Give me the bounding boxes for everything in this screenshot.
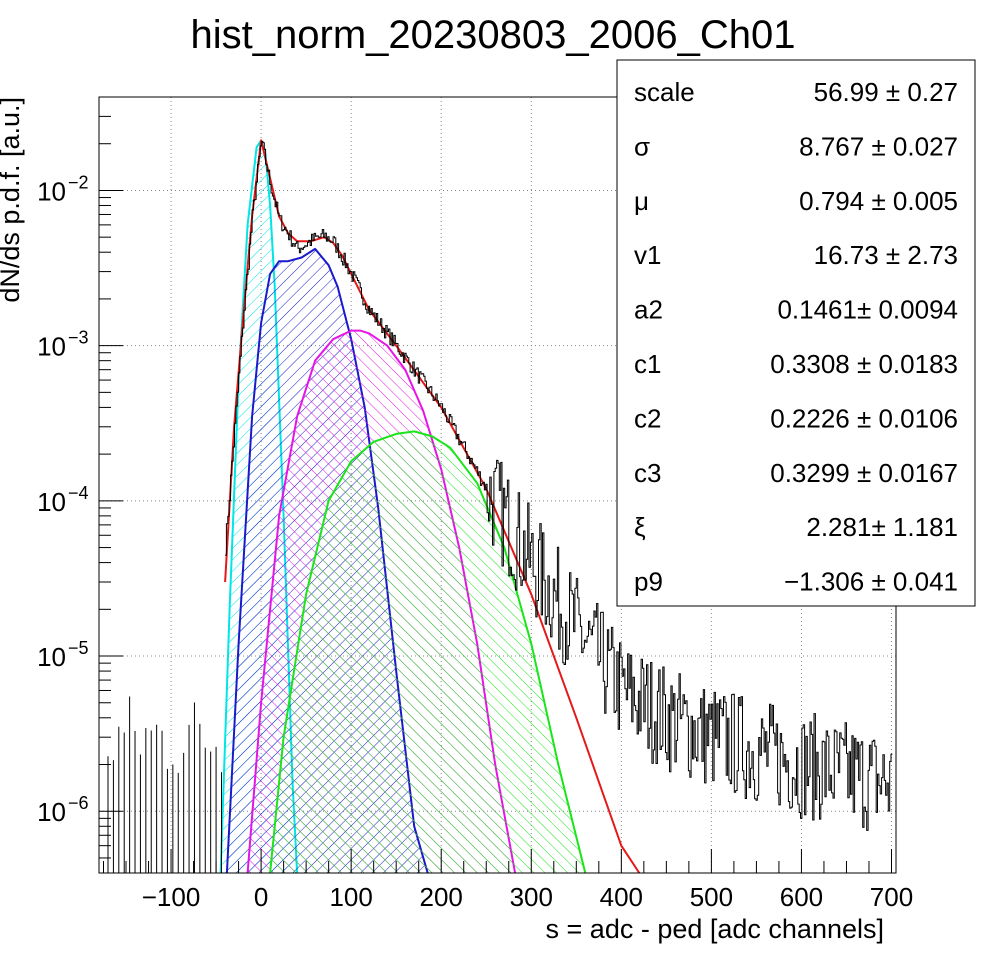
- stat-value: 0.2226 ± 0.0106: [770, 403, 958, 433]
- x-tick-label: 600: [780, 882, 823, 912]
- stat-name: σ: [634, 131, 650, 161]
- stat-value: 2.281± 1.181: [806, 512, 958, 542]
- y-axis: 10−610−510−410−310−2: [37, 96, 123, 874]
- y-tick-label-exponent: −2: [68, 172, 89, 192]
- x-tick-label: 500: [690, 882, 733, 912]
- stat-name: c2: [634, 403, 661, 433]
- stat-name: a2: [634, 295, 663, 325]
- x-tick-label: 0: [254, 882, 268, 912]
- series-layer: [219, 139, 641, 873]
- y-tick-label-exponent: −5: [68, 638, 89, 658]
- stat-value: 56.99 ± 0.27: [814, 77, 958, 107]
- component-fill: [270, 431, 586, 873]
- stats-box: scale 56.99 ± 0.27 σ 8.767 ± 0.027 μ 0.794 ± …: [616, 59, 976, 607]
- x-axis: −100 0 100 200 300 400 500 600 700: [103, 849, 913, 912]
- x-tick-label: 400: [600, 882, 643, 912]
- x-tick-label: 700: [870, 882, 913, 912]
- y-tick-label: 10: [37, 332, 66, 362]
- x-tick-label: −100: [142, 882, 201, 912]
- stats-rows: scale 56.99 ± 0.27 σ 8.767 ± 0.027 μ 0.794 ± …: [634, 77, 958, 597]
- y-tick-label-exponent: −3: [68, 328, 89, 348]
- y-tick-label-exponent: −6: [68, 793, 89, 813]
- x-tick-label: 100: [329, 882, 372, 912]
- y-tick-label: 10: [37, 797, 66, 827]
- stat-name: c1: [634, 349, 661, 379]
- stat-value: 16.73 ± 2.73: [814, 240, 958, 270]
- stat-value: 0.3308 ± 0.0183: [770, 349, 958, 379]
- y-tick-label: 10: [37, 176, 66, 206]
- y-tick-label-exponent: −4: [68, 483, 89, 503]
- stat-name: μ: [634, 186, 649, 216]
- data-histogram: [225, 140, 893, 831]
- y-axis-title: dN/ds p.d.f. [a.u.]: [0, 97, 25, 303]
- stat-name: scale: [634, 77, 695, 107]
- x-axis-title: s = adc - ped [adc channels]: [546, 914, 884, 944]
- stat-value: 8.767 ± 0.027: [799, 131, 958, 161]
- stat-name: p9: [634, 567, 663, 597]
- stat-value: −1.306 ± 0.041: [784, 567, 958, 597]
- stat-name: c3: [634, 458, 661, 488]
- x-tick-label: 200: [420, 882, 463, 912]
- histogram-layer: [107, 140, 893, 873]
- stat-value: 0.1461± 0.0094: [777, 295, 958, 325]
- stat-value: 0.794 ± 0.005: [799, 186, 958, 216]
- y-tick-label: 10: [37, 642, 66, 672]
- stats-box-frame: [616, 59, 976, 607]
- component-curve: [269, 430, 587, 873]
- chart-title: hist_norm_20230803_2006_Ch01: [191, 13, 796, 57]
- stat-name: v1: [634, 240, 661, 270]
- y-tick-label: 10: [37, 487, 66, 517]
- stat-name: ξ: [634, 512, 646, 542]
- x-tick-label: 300: [510, 882, 553, 912]
- stat-value: 0.3299 ± 0.0167: [770, 458, 958, 488]
